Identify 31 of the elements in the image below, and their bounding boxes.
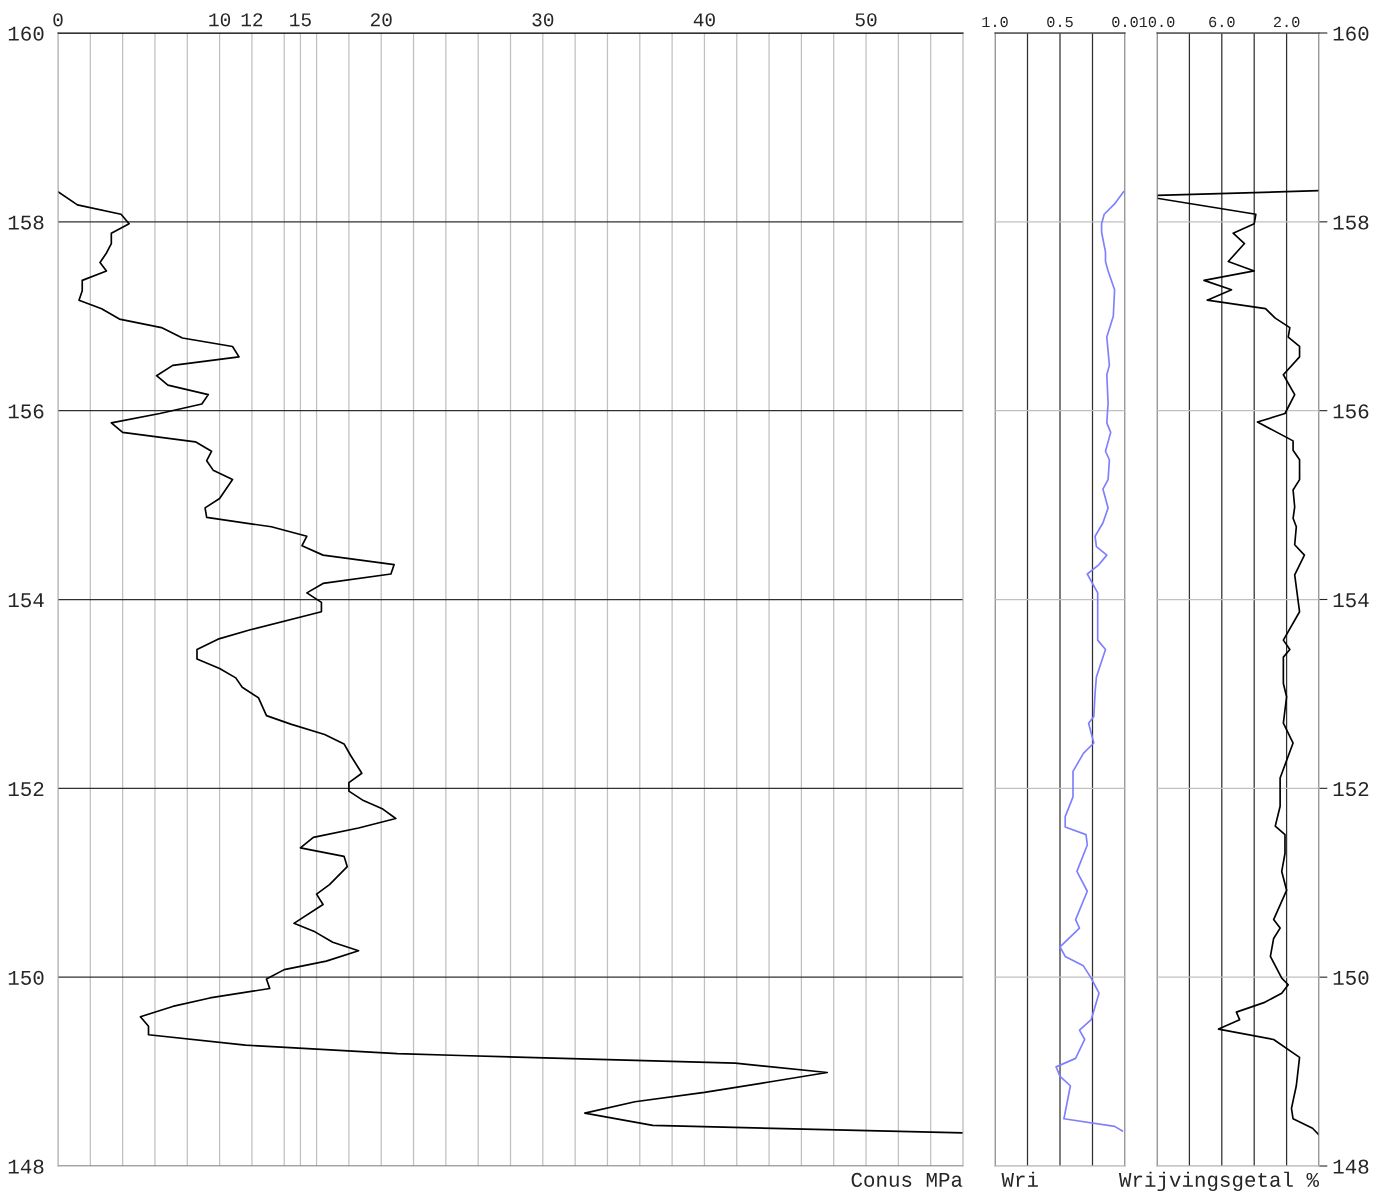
y-tick-label: 148 xyxy=(8,1159,44,1174)
x-tick-label: 30 xyxy=(532,13,554,27)
x-axis-title: Wri xyxy=(1001,1171,1038,1187)
y-tick-label: 154 xyxy=(1333,593,1369,608)
y-tick-label: 154 xyxy=(8,593,44,608)
y-tick-label: 150 xyxy=(1333,970,1369,985)
x-tick-label: 40 xyxy=(693,13,715,27)
x-tick-label: 0.5 xyxy=(1047,16,1073,28)
y-tick-label: 152 xyxy=(1333,781,1369,797)
x-tick-label: 12 xyxy=(241,13,263,27)
y-tick-label: 150 xyxy=(8,970,44,985)
x-tick-label: 10.0 xyxy=(1139,16,1175,28)
x-axis-title: Wrijvingsgetal % xyxy=(1118,1171,1319,1192)
y-tick-label: 156 xyxy=(1333,404,1369,419)
x-axis-title: Conus MPa xyxy=(851,1172,963,1187)
x-tick-label: 0 xyxy=(53,13,63,27)
y-tick-label: 156 xyxy=(8,404,44,419)
x-tick-label: 15 xyxy=(290,13,311,27)
x-tick-label: 20 xyxy=(370,13,392,27)
y-tick-label: 148 xyxy=(1333,1159,1369,1174)
x-tick-label: 2.0 xyxy=(1273,16,1300,28)
y-tick-label: 160 xyxy=(8,26,44,41)
y-tick-label: 160 xyxy=(1333,26,1369,41)
y-tick-label: 158 xyxy=(8,215,44,230)
x-tick-label: 50 xyxy=(855,13,877,27)
y-tick-label: 158 xyxy=(1333,215,1369,230)
y-tick-label: 152 xyxy=(8,781,44,797)
x-tick-label: 10 xyxy=(209,13,231,27)
x-tick-label: 0.0 xyxy=(1112,16,1138,28)
x-tick-label: 1.0 xyxy=(982,16,1008,28)
x-tick-label: 6.0 xyxy=(1209,16,1235,28)
